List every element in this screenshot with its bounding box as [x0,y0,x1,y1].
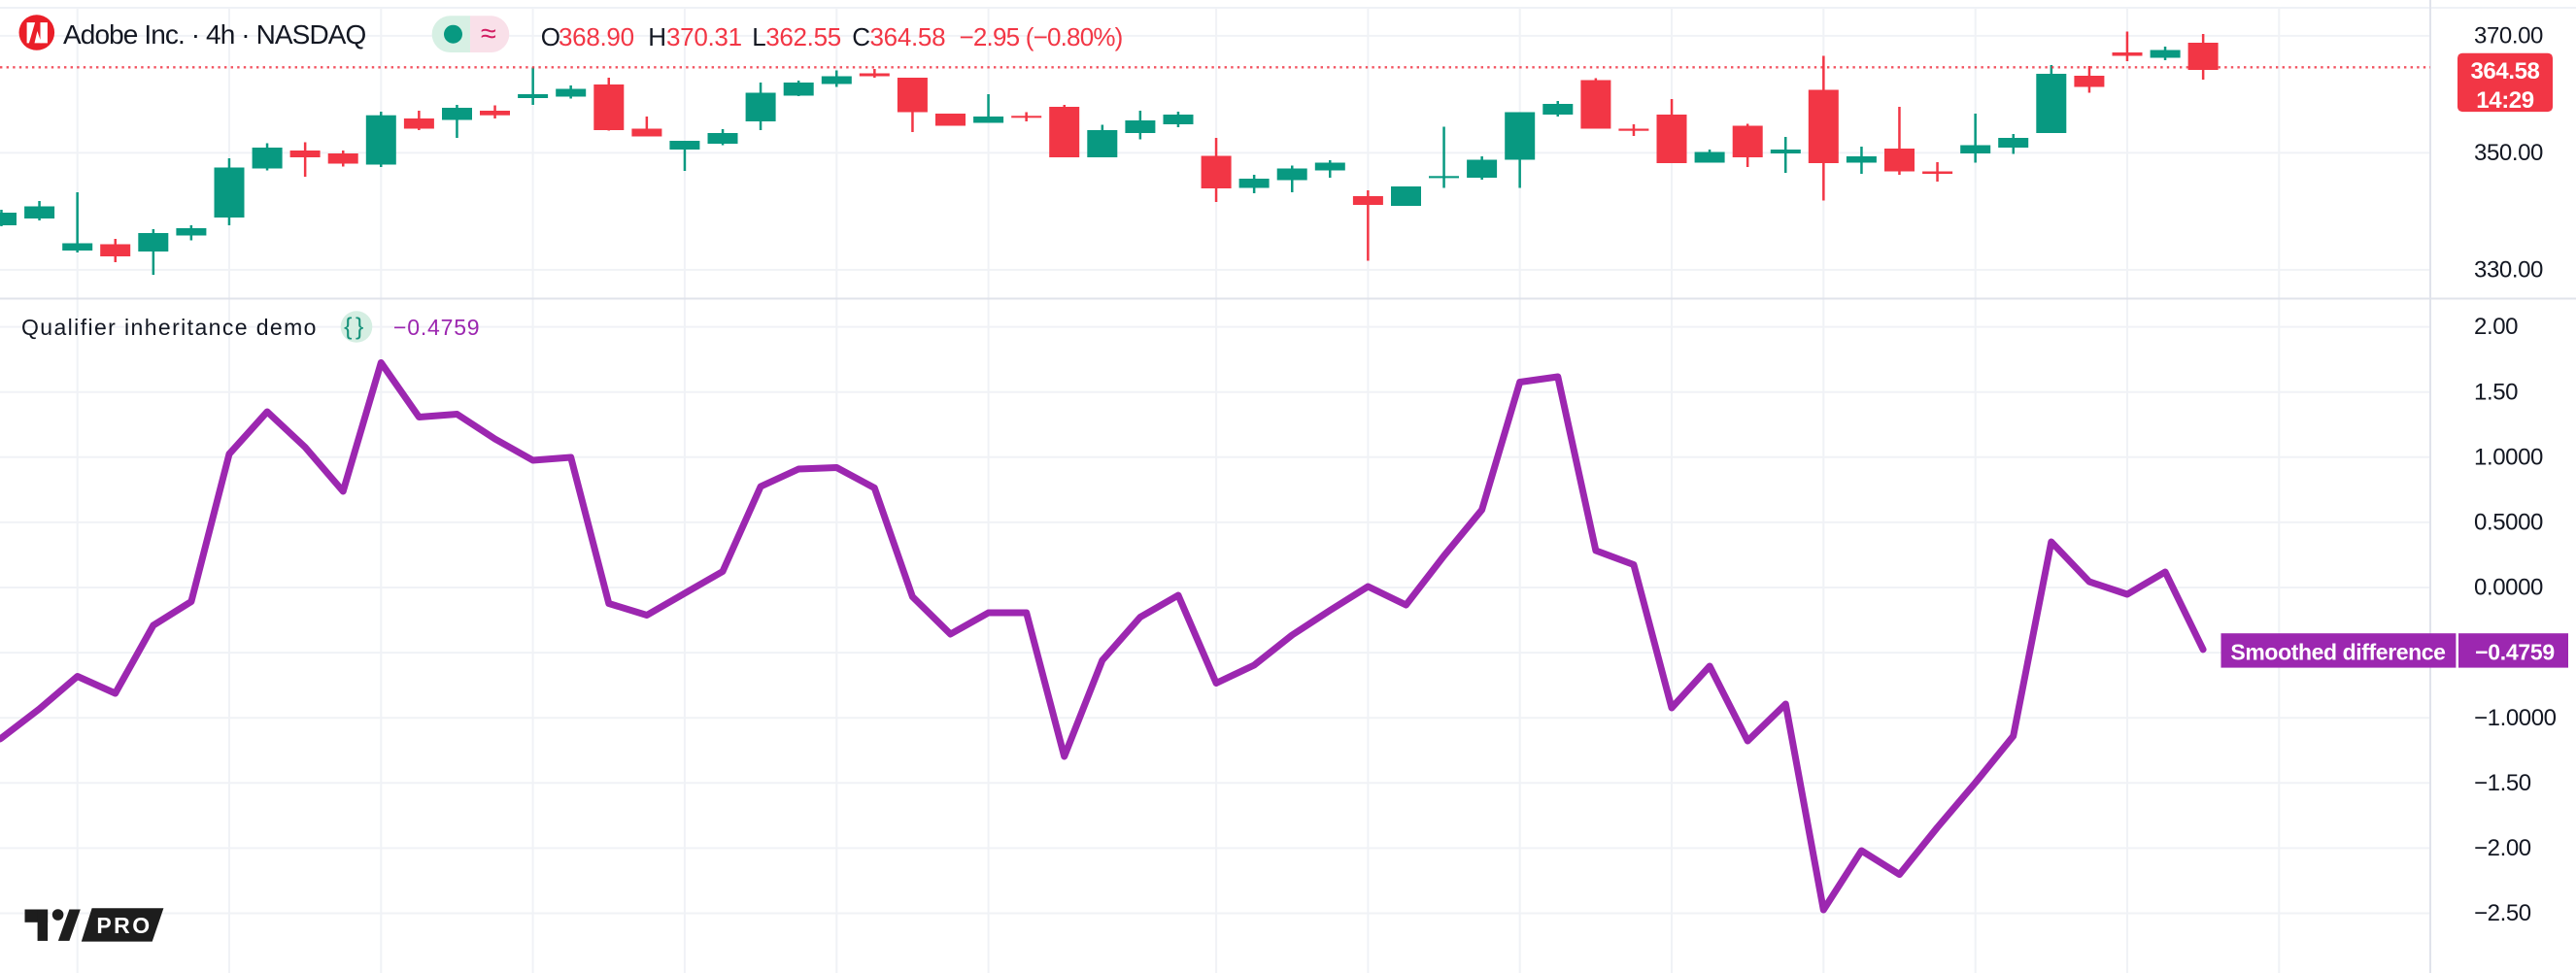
svg-text:−2.95 (−0.80%): −2.95 (−0.80%) [960,22,1123,51]
svg-text:Smoothed difference: Smoothed difference [2230,640,2445,665]
svg-text:H: H [648,22,666,51]
svg-text:C: C [852,22,870,51]
svg-text:1.50: 1.50 [2474,379,2518,405]
svg-text:−1.0000: −1.0000 [2474,705,2557,731]
svg-text:O: O [541,22,560,51]
svg-text:370.00: 370.00 [2474,23,2543,50]
svg-text:0.0000: 0.0000 [2474,575,2543,601]
svg-text:{}: {} [344,314,367,341]
svg-text:362.55: 362.55 [765,22,841,51]
svg-text:PRO: PRO [96,913,152,938]
svg-text:350.00: 350.00 [2474,140,2543,166]
svg-text:1.0000: 1.0000 [2474,444,2543,470]
svg-text:14:29: 14:29 [2476,87,2533,114]
svg-text:364.58: 364.58 [2470,58,2539,84]
svg-text:−1.50: −1.50 [2474,770,2531,796]
svg-text:2.00: 2.00 [2474,314,2518,340]
svg-text:−0.4759: −0.4759 [393,315,480,340]
svg-text:L: L [752,22,765,51]
svg-text:−2.50: −2.50 [2474,900,2531,926]
svg-text:370.31: 370.31 [666,22,742,51]
svg-text:≈: ≈ [481,18,496,50]
svg-text:0.5000: 0.5000 [2474,510,2543,536]
svg-text:Qualifier inheritance demo: Qualifier inheritance demo [21,315,318,340]
svg-text:364.58: 364.58 [870,22,946,51]
svg-text:−0.4759: −0.4759 [2475,640,2555,665]
svg-text:−2.00: −2.00 [2474,835,2531,861]
svg-text:368.90: 368.90 [559,22,634,51]
svg-text:330.00: 330.00 [2474,257,2543,284]
svg-text:Adobe Inc. · 4h · NASDAQ: Adobe Inc. · 4h · NASDAQ [63,19,366,50]
